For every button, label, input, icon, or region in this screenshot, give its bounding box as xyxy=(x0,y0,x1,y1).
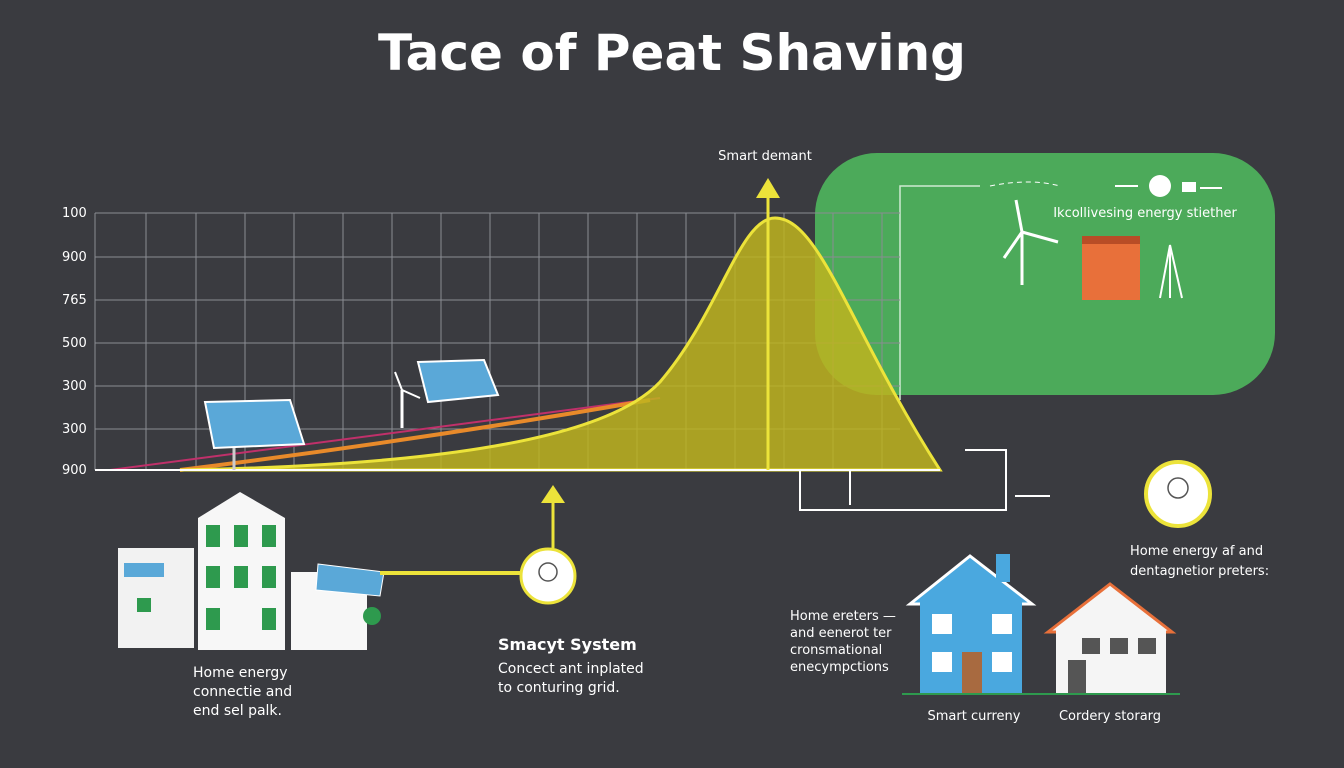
green-panel-part xyxy=(989,181,1061,187)
axis-label: 765 xyxy=(62,293,87,308)
axis-label: 300 xyxy=(62,422,87,437)
solar-panels xyxy=(203,358,500,470)
houses-part xyxy=(1068,660,1086,694)
captions: Home energy connectie and end sel palk. Sma… xyxy=(193,544,1269,724)
solar-panels-part xyxy=(394,371,421,399)
green-panel-part xyxy=(1082,236,1140,244)
system-node-part xyxy=(541,485,565,503)
green-panel: Ikcollivesing energy stiether xyxy=(815,153,1275,400)
home-icon xyxy=(1144,460,1212,528)
system-node xyxy=(519,485,577,605)
house-label: Smart curreny xyxy=(928,709,1021,724)
caption-line: to conturing grid. xyxy=(498,680,620,696)
caption-line: and eenerot ter xyxy=(790,626,892,641)
caption-line: end sel palk. xyxy=(193,703,282,719)
houses-part xyxy=(1138,638,1156,654)
left-buildings-part xyxy=(206,525,220,547)
demand-curve-part xyxy=(179,216,943,472)
caption-line: Home energy af and xyxy=(1130,544,1263,559)
houses-part xyxy=(992,652,1012,672)
green-panel-part xyxy=(815,153,1275,395)
green-panel-part xyxy=(1082,236,1140,300)
axis-labels: 100 900 765 500 300 300 900 xyxy=(62,206,87,478)
left-buildings-part xyxy=(206,566,220,588)
caption-line: Home ereters — xyxy=(790,609,896,624)
left-buildings-part xyxy=(234,525,248,547)
demand-curve-part xyxy=(799,449,1050,511)
axis-label: 900 xyxy=(62,250,87,265)
axis-label: 900 xyxy=(62,463,87,478)
system-node-part xyxy=(538,562,558,582)
houses-part xyxy=(1082,638,1100,654)
left-buildings-part xyxy=(234,566,248,588)
home-icon-part xyxy=(1167,477,1189,499)
left-buildings-part xyxy=(363,607,381,625)
caption-heading: Smacyt System xyxy=(498,635,637,654)
axis-label: 500 xyxy=(62,336,87,351)
houses-part xyxy=(996,554,1010,582)
green-panel-part xyxy=(1002,199,1059,259)
solar-panels-part xyxy=(203,398,306,450)
solar-panels-part xyxy=(416,358,500,404)
houses xyxy=(902,554,1180,695)
caption-line: Concect ant inplated xyxy=(498,661,644,677)
left-buildings-part xyxy=(262,566,276,588)
houses-part xyxy=(1110,638,1128,654)
caption-line: dentagnetior preters: xyxy=(1130,564,1269,579)
left-buildings-part xyxy=(262,525,276,547)
green-panel-part xyxy=(1182,182,1196,192)
houses-part xyxy=(992,614,1012,634)
axis-label: 100 xyxy=(62,206,87,221)
left-buildings-part xyxy=(262,608,276,630)
left-buildings-part xyxy=(137,598,151,612)
demand-curve xyxy=(95,178,1050,511)
caption-line: cronsmational xyxy=(790,643,882,658)
house-label: Cordery storarg xyxy=(1059,709,1161,724)
title: Tace of Peat Shaving xyxy=(378,24,966,82)
peak-label: Smart demant xyxy=(718,149,812,164)
left-buildings-part xyxy=(315,563,385,597)
houses-part xyxy=(962,652,982,694)
houses-part xyxy=(932,652,952,672)
green-panel-part xyxy=(1149,175,1171,197)
green-panel-part xyxy=(1115,185,1222,189)
green-panel-part xyxy=(899,185,980,400)
caption-line: Home energy xyxy=(193,665,288,681)
demand-curve-part xyxy=(756,178,780,198)
caption-line: enecympctions xyxy=(790,660,889,675)
caption-line: connectie and xyxy=(193,684,292,700)
demand-curve-part xyxy=(109,397,661,471)
axis-label: 300 xyxy=(62,379,87,394)
left-buildings xyxy=(118,492,525,650)
left-buildings-part xyxy=(124,563,164,577)
system-node-part xyxy=(519,547,577,605)
home-icon-part xyxy=(1144,460,1212,528)
panel-label: Ikcollivesing energy stiether xyxy=(1053,206,1237,221)
houses-part xyxy=(932,614,952,634)
green-panel-part xyxy=(1159,244,1183,299)
demand-curve-part xyxy=(179,398,651,472)
left-buildings-part xyxy=(206,608,220,630)
